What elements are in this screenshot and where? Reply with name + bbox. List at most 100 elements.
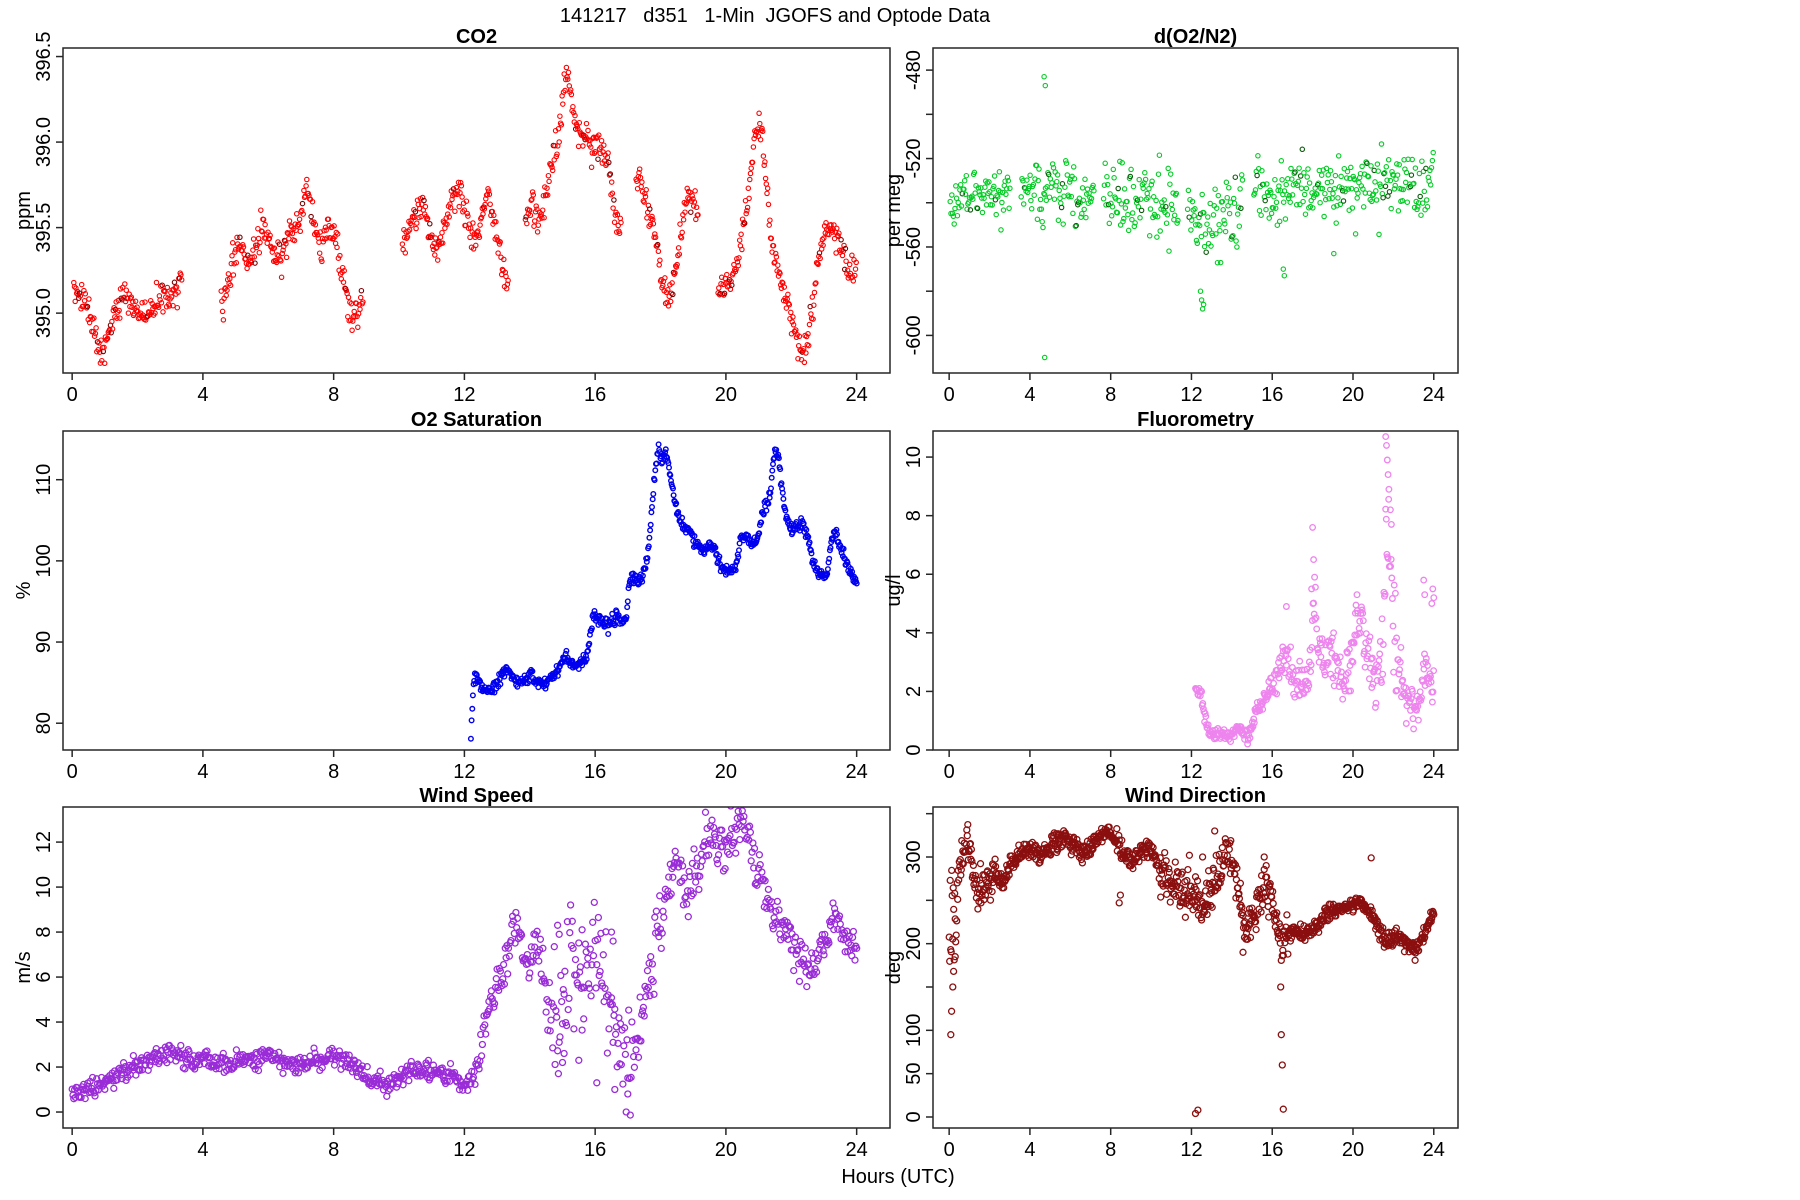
co2-title: CO2: [456, 26, 497, 48]
co2-xtick-label: 16: [584, 384, 606, 406]
winddir-xtick-label: 0: [944, 1139, 955, 1161]
winddir-xtick-label: 8: [1105, 1139, 1116, 1161]
x-axis-label: Hours (UTC): [841, 1166, 954, 1188]
windspeed-ytick-label: 2: [33, 1061, 55, 1072]
windspeed-xtick-label: 16: [584, 1139, 606, 1161]
o2sat-xtick-label: 0: [67, 761, 78, 783]
o2n2-xtick-label: 24: [1423, 384, 1445, 406]
winddir-xtick-label: 20: [1342, 1139, 1364, 1161]
o2n2-points: [947, 73, 1436, 361]
co2-xtick-label: 24: [846, 384, 868, 406]
windspeed-ytick-label: 0: [33, 1106, 55, 1117]
co2-ytick-label: 396.5: [33, 32, 55, 82]
o2sat-xtick-label: 12: [453, 761, 475, 783]
windspeed-ylabel: m/s: [13, 951, 35, 983]
o2sat-title: O2 Saturation: [411, 409, 542, 431]
fluoro-ytick-label: 10: [903, 446, 925, 468]
co2-xtick-label: 4: [197, 384, 208, 406]
winddir-xtick-label: 12: [1180, 1139, 1202, 1161]
windspeed-ytick-label: 4: [33, 1016, 55, 1027]
winddir-xtick-label: 4: [1024, 1139, 1035, 1161]
fluoro-plot-box: [932, 430, 1459, 751]
fluoro-xtick-label: 4: [1024, 761, 1035, 783]
co2-ytick-label: 395.0: [33, 288, 55, 338]
fluoro-points: [1192, 433, 1438, 748]
fluoro-ytick-label: 4: [903, 627, 925, 638]
winddir-plot-box: [932, 806, 1459, 1129]
o2sat-plot-box: [62, 430, 891, 751]
co2-ylabel: ppm: [13, 191, 35, 230]
o2sat-ylabel: %: [13, 581, 35, 599]
o2sat-ytick-label: 110: [33, 464, 55, 496]
winddir-ytick-label: 0: [903, 1111, 925, 1122]
main-title: 141217 d351 1-Min JGOFS and Optode Data: [560, 5, 991, 27]
o2n2-ytick-label: -480: [903, 50, 925, 90]
fluoro-ytick-label: 6: [903, 569, 925, 580]
fluoro-ytick-label: 2: [903, 686, 925, 697]
windspeed-xtick-label: 8: [328, 1139, 339, 1161]
fluoro-xtick-label: 12: [1180, 761, 1202, 783]
co2-xtick-label: 20: [715, 384, 737, 406]
fluoro-xtick-label: 20: [1342, 761, 1364, 783]
o2sat-xtick-label: 24: [846, 761, 868, 783]
o2n2-ytick-label: -560: [903, 227, 925, 267]
windspeed-xtick-label: 4: [197, 1139, 208, 1161]
winddir-xtick-label: 24: [1423, 1139, 1445, 1161]
windspeed-xtick-label: 20: [715, 1139, 737, 1161]
o2n2-title: d(O2/N2): [1154, 26, 1237, 48]
panel-co2: CO2 0 4 8 12 16 20 24 395.0 395.5 396.0 396.5 ppm: [13, 26, 891, 406]
o2n2-xtick-label: 0: [944, 384, 955, 406]
o2n2-plot-box: [932, 47, 1459, 374]
o2sat-xtick-label: 20: [715, 761, 737, 783]
winddir-ytick-label: 50: [903, 1063, 925, 1085]
fluoro-ytick-label: 0: [903, 744, 925, 755]
windspeed-title: Wind Speed: [419, 785, 533, 807]
panel-winddir: Wind Direction 0 4 8 12 16 20 24 0 50 100 200 300 deg: [883, 785, 1459, 1161]
o2n2-xtick-label: 12: [1180, 384, 1202, 406]
o2n2-xtick-label: 4: [1024, 384, 1035, 406]
fluoro-xtick-label: 16: [1261, 761, 1283, 783]
co2-xtick-label: 8: [328, 384, 339, 406]
o2n2-xtick-label: 16: [1261, 384, 1283, 406]
fluoro-xtick-label: 8: [1105, 761, 1116, 783]
panel-o2n2: d(O2/N2) 0 4 8 12 16 20 24 -600 -560 -520 -480 per m…: [883, 26, 1459, 406]
o2n2-xtick-label: 8: [1105, 384, 1116, 406]
winddir-points: [945, 820, 1438, 1118]
winddir-ylabel: deg: [883, 951, 905, 984]
winddir-ytick-label: 200: [903, 927, 925, 960]
o2sat-ytick-label: 100: [33, 544, 55, 577]
windspeed-xtick-label: 0: [67, 1139, 78, 1161]
fluoro-title: Fluorometry: [1137, 409, 1255, 431]
fluoro-xtick-label: 24: [1423, 761, 1445, 783]
co2-ytick-label: 395.5: [33, 203, 55, 253]
o2n2-xtick-label: 20: [1342, 384, 1364, 406]
o2n2-ylabel: per meg: [883, 174, 905, 247]
windspeed-xtick-label: 12: [453, 1139, 475, 1161]
o2sat-xtick-label: 16: [584, 761, 606, 783]
windspeed-points: [68, 807, 861, 1119]
winddir-xtick-label: 16: [1261, 1139, 1283, 1161]
co2-points: [71, 64, 859, 367]
o2n2-ytick-label: -600: [903, 315, 925, 355]
o2sat-points: [467, 441, 860, 742]
fluoro-xtick-label: 0: [944, 761, 955, 783]
fluoro-ylabel: ug/l: [883, 574, 905, 606]
windspeed-plot-box: [62, 806, 891, 1129]
o2sat-xtick-label: 4: [197, 761, 208, 783]
windspeed-ytick-label: 10: [33, 876, 55, 898]
co2-xtick-label: 0: [67, 384, 78, 406]
winddir-title: Wind Direction: [1125, 785, 1266, 807]
co2-ytick-label: 396.0: [33, 117, 55, 167]
o2sat-xtick-label: 8: [328, 761, 339, 783]
o2sat-ytick-label: 80: [33, 712, 55, 734]
panel-o2sat: O2 Saturation 0 4 8 12 16 20 24 80 90 100 110%: [13, 409, 891, 783]
fluoro-ytick-label: 8: [903, 510, 925, 521]
winddir-ytick-label: 300: [903, 840, 925, 873]
co2-xtick-label: 12: [453, 384, 475, 406]
o2sat-ytick-label: 90: [33, 631, 55, 653]
